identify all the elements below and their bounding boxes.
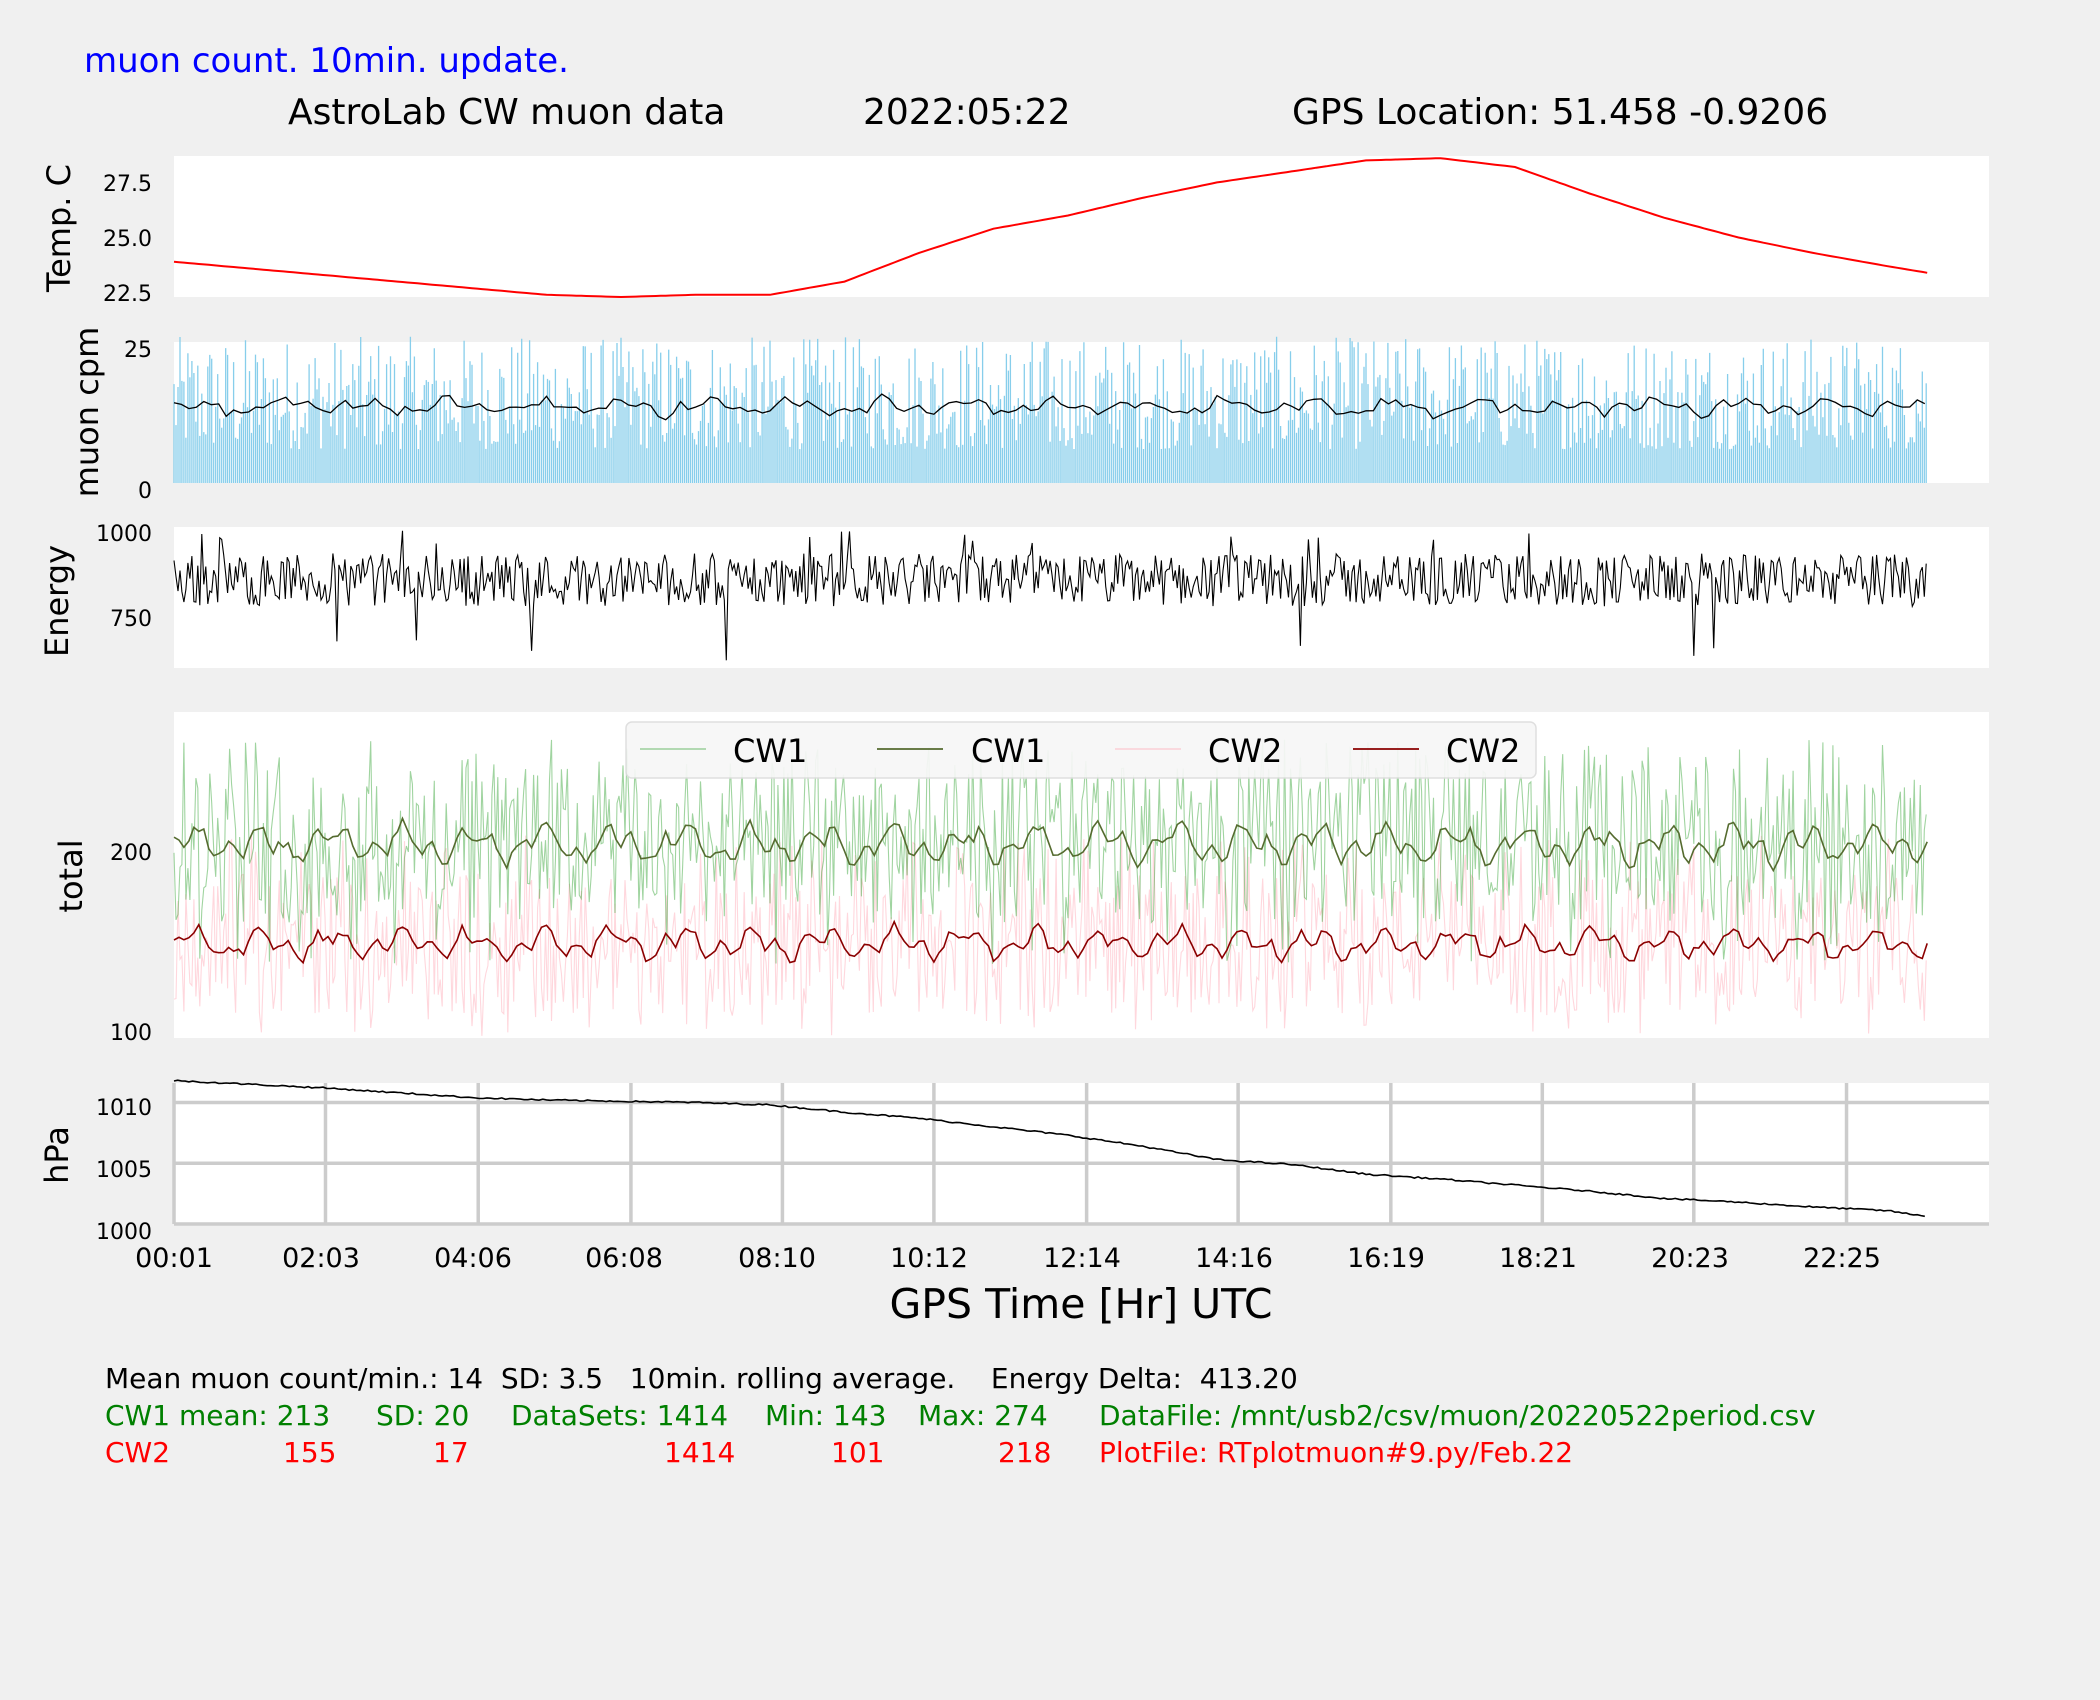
total-plot <box>173 739 1928 1036</box>
x-axis-label: GPS Time [Hr] UTC <box>890 1280 1273 1328</box>
legend-label-cw1-raw: CW1 <box>733 732 807 770</box>
chart-date: 2022:05:22 <box>863 92 1071 133</box>
x-tick-label: 18:21 <box>1499 1243 1577 1274</box>
cw2-label: CW2 <box>105 1436 171 1469</box>
temperature-line <box>173 157 1928 299</box>
energy-ytick-label: 1000 <box>96 522 152 547</box>
cw2-datasets: 1414 <box>664 1436 736 1469</box>
pressure-line <box>173 1079 1925 1218</box>
energy-line <box>173 530 1927 661</box>
x-tick-label: 08:10 <box>738 1243 816 1274</box>
energy-plot <box>173 530 1927 661</box>
pressure-ytick-label: 1000 <box>96 1220 152 1245</box>
x-ticks: 00:01 02:03 04:06 06:08 08:10 10:12 12:1… <box>135 1243 1881 1274</box>
temp-ytick-label: 27.5 <box>103 172 152 197</box>
energy-ylabel: Energy <box>38 545 76 657</box>
x-tick-label: 22:25 <box>1803 1243 1881 1274</box>
temperature-plot <box>173 157 1928 299</box>
x-tick-label: 20:23 <box>1651 1243 1729 1274</box>
x-tick-label: 12:14 <box>1043 1243 1121 1274</box>
legend-box <box>625 721 1537 779</box>
x-tick-label: 16:19 <box>1347 1243 1425 1274</box>
legend-label-cw2-raw: CW2 <box>1208 732 1282 770</box>
x-tick-label: 02:03 <box>282 1243 360 1274</box>
legend-label-cw2-avg: CW2 <box>1446 732 1520 770</box>
x-tick-label: 14:16 <box>1195 1243 1273 1274</box>
x-tick-label: 06:08 <box>585 1243 663 1274</box>
muon-dashboard-figure: muon count. 10min. update. AstroLab CW m… <box>38 41 1989 1328</box>
total-ylabel: total <box>52 839 90 912</box>
gps-location: GPS Location: 51.458 -0.9206 <box>1292 92 1828 133</box>
cw1-min: Min: 143 <box>765 1399 887 1432</box>
temp-ylabel: Temp. C <box>40 164 78 293</box>
stats-summary-text: Mean muon count/min.: 14 SD: 3.5 10min. … <box>105 1362 1298 1395</box>
temp-panel <box>174 156 1989 297</box>
cw1-rolling-average-line <box>173 816 1928 873</box>
cw1-sd: SD: 20 <box>376 1399 470 1432</box>
muon-ylabel: muon cpm <box>68 327 106 498</box>
cw2-rolling-average-line <box>173 919 1928 965</box>
pressure-plot <box>173 1079 1925 1218</box>
stats-cw2-row: CW2 155 17 1414 101 218 PlotFile: RTplot… <box>105 1436 1573 1700</box>
energy-yticks: 750 1000 <box>96 522 152 632</box>
cw2-sd: 17 <box>433 1436 469 1469</box>
muon-rolling-average-line <box>173 393 1926 421</box>
cw1-datasets: DataSets: 1414 <box>511 1399 729 1432</box>
energy-ytick-label: 750 <box>110 607 152 632</box>
total-ytick-label: 100 <box>110 1021 152 1046</box>
cw1-mean: CW1 mean: 213 <box>105 1399 331 1432</box>
pressure-grid <box>172 1083 1989 1226</box>
chart-title: AstroLab CW muon data <box>288 92 725 133</box>
stats-summary: Mean muon count/min.: 14 SD: 3.5 10min. … <box>105 1362 1298 1428</box>
cw1-datafile: DataFile: /mnt/usb2/csv/muon/20220522per… <box>1099 1399 1816 1432</box>
stats-cw1-row: CW1 mean: 213 SD: 20 DataSets: 1414 Min:… <box>105 1399 1816 1630</box>
cw2-plotfile: PlotFile: RTplotmuon#9.py/Feb.22 <box>1099 1436 1574 1469</box>
pressure-ytick-label: 1010 <box>96 1096 152 1121</box>
legend-label-cw1-avg: CW1 <box>971 732 1045 770</box>
muon-yticks: 0 25 <box>124 338 152 504</box>
cw2-max: 218 <box>998 1436 1052 1469</box>
pressure-ylabel: hPa <box>38 1126 76 1184</box>
muon-ytick-label: 0 <box>138 479 152 504</box>
cw1-raw-line <box>173 739 1927 964</box>
total-yticks: 100 200 <box>110 841 152 1046</box>
muon-ytick-label: 25 <box>124 338 152 363</box>
cw2-mean: 155 <box>283 1436 337 1469</box>
total-ytick-label: 200 <box>110 841 152 866</box>
temp-ytick-label: 22.5 <box>103 282 152 307</box>
x-tick-label: 10:12 <box>890 1243 968 1274</box>
muon-cpm-plot <box>173 336 1927 483</box>
temp-ytick-label: 25.0 <box>103 227 152 252</box>
pressure-ytick-label: 1005 <box>96 1158 152 1183</box>
pressure-yticks: 1000 1005 1010 <box>96 1096 152 1245</box>
temp-yticks: 22.5 25.0 27.5 <box>103 172 152 307</box>
update-note: muon count. 10min. update. <box>84 41 569 81</box>
x-tick-label: 04:06 <box>434 1243 512 1274</box>
cw1-max: Max: 274 <box>918 1399 1048 1432</box>
cw2-min: 101 <box>831 1436 885 1469</box>
total-legend: CW1 CW1 CW2 CW2 <box>625 721 1537 779</box>
cw2-raw-line <box>173 835 1927 1036</box>
x-tick-label: 00:01 <box>135 1243 213 1274</box>
